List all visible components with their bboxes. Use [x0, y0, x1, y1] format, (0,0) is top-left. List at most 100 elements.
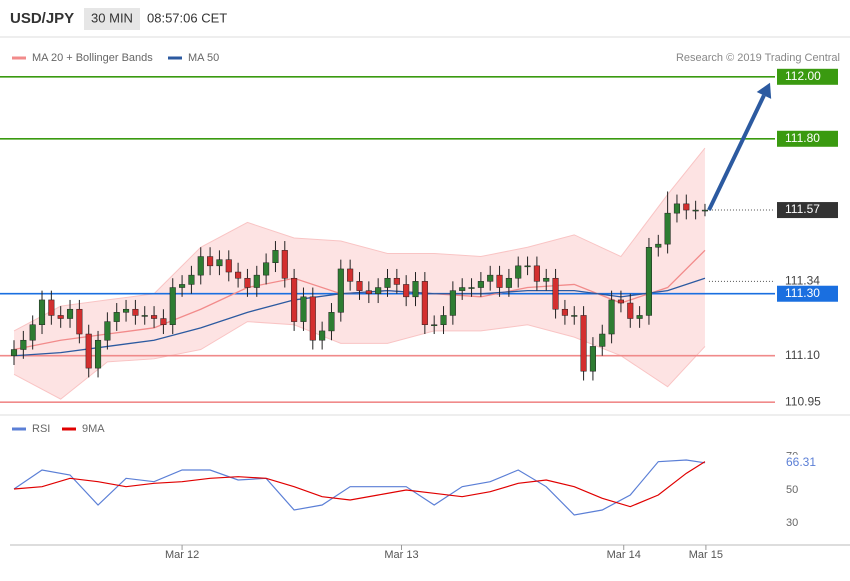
candle-body [701, 209, 709, 212]
candle-body [627, 302, 634, 319]
candle-body [589, 346, 596, 372]
candle-body [225, 259, 232, 273]
candle-body [113, 312, 120, 322]
candle-body [291, 277, 298, 322]
candle-body [244, 277, 251, 288]
candle-body [636, 315, 643, 319]
level-label: 112.00 [785, 69, 821, 83]
candle-body [543, 277, 550, 282]
candle-body [207, 256, 214, 267]
candle-body [94, 339, 102, 369]
candle-body [664, 212, 671, 245]
candle-body [580, 315, 587, 372]
candle-body [337, 268, 344, 313]
source: Research © 2019 Trading Central [676, 52, 840, 64]
candle-body [561, 308, 568, 316]
candle-body [76, 308, 83, 335]
y-tick-label: 30 [786, 517, 798, 529]
candle-body [599, 333, 606, 347]
x-tick-label: Mar 12 [165, 549, 199, 561]
y-tick-label: 50 [786, 484, 798, 496]
candle-body [515, 265, 522, 279]
candle-body [524, 265, 531, 268]
level-label: 111.30 [785, 286, 820, 300]
legend-label: RSI [32, 423, 50, 435]
candle-body [179, 284, 186, 288]
rsi-line [13, 459, 706, 516]
candle-body [263, 262, 270, 276]
x-tick-label: Mar 15 [689, 549, 723, 561]
candle-body [617, 299, 624, 304]
candle-body [487, 274, 494, 282]
ma-line [13, 277, 706, 357]
candle-body [608, 299, 615, 335]
current-label: 66.31 [786, 455, 816, 469]
chart-title: USD/JPY [10, 10, 74, 27]
candle-body [403, 284, 410, 298]
x-tick-label: Mar 14 [607, 549, 641, 561]
candle-body [38, 299, 46, 325]
timeframe: 30 MIN [91, 10, 133, 25]
candle-body [197, 256, 204, 276]
candle-body [235, 271, 242, 279]
candle-body [319, 330, 326, 341]
candle-body [356, 281, 363, 291]
candle-body [216, 259, 223, 267]
level-label: 111.10 [785, 348, 820, 362]
candle-body [281, 250, 288, 279]
candle-body [309, 296, 316, 341]
candle-body [468, 287, 475, 289]
candle-body [375, 287, 382, 294]
candle-body [477, 281, 484, 288]
candle-body [412, 281, 419, 298]
candle-body [655, 243, 662, 248]
candle-body [328, 312, 335, 332]
candle-body [533, 265, 540, 282]
candle-body [20, 339, 27, 350]
candle-body [160, 318, 167, 325]
timeframe-box [84, 8, 140, 30]
rsi-line [13, 461, 706, 508]
candle-body [57, 315, 64, 319]
candle-body [683, 203, 690, 211]
candle-body [10, 349, 18, 356]
level-label: 111.57 [785, 202, 820, 216]
candle-body [365, 290, 372, 294]
candle-body [384, 277, 391, 288]
candle-body [29, 324, 36, 341]
legend-label: MA 50 [188, 52, 219, 64]
candle-body [692, 209, 699, 212]
candle-body [431, 324, 438, 326]
level-label: 111.34 [785, 274, 820, 288]
legend-label: 9MA [82, 423, 105, 435]
band-edge [13, 321, 706, 400]
candle-body [459, 287, 466, 291]
candle-body [300, 296, 307, 322]
candle-body [421, 281, 428, 325]
candle-body [169, 287, 176, 325]
candle-body [123, 308, 130, 313]
candle-body [253, 274, 260, 288]
level-label: 110.95 [785, 394, 821, 408]
level-box [777, 130, 838, 147]
candle-body [188, 274, 195, 285]
candle-body [141, 315, 148, 317]
current-box [777, 454, 827, 471]
candle-body [645, 246, 652, 316]
level-box [777, 285, 838, 302]
candle-body [132, 308, 139, 316]
target-arrow [707, 94, 766, 211]
candle-body [151, 315, 158, 319]
candle-body [552, 277, 559, 310]
candle-body [505, 277, 512, 288]
candle-body [673, 203, 681, 214]
candle-body [85, 333, 92, 369]
level-label: 111.80 [785, 131, 820, 145]
candle-body [104, 321, 111, 341]
level-box [777, 202, 838, 219]
time: 08:57:06 CET [147, 10, 227, 25]
candle-body [66, 308, 74, 319]
candle-body [272, 250, 279, 263]
level-box [777, 68, 838, 85]
